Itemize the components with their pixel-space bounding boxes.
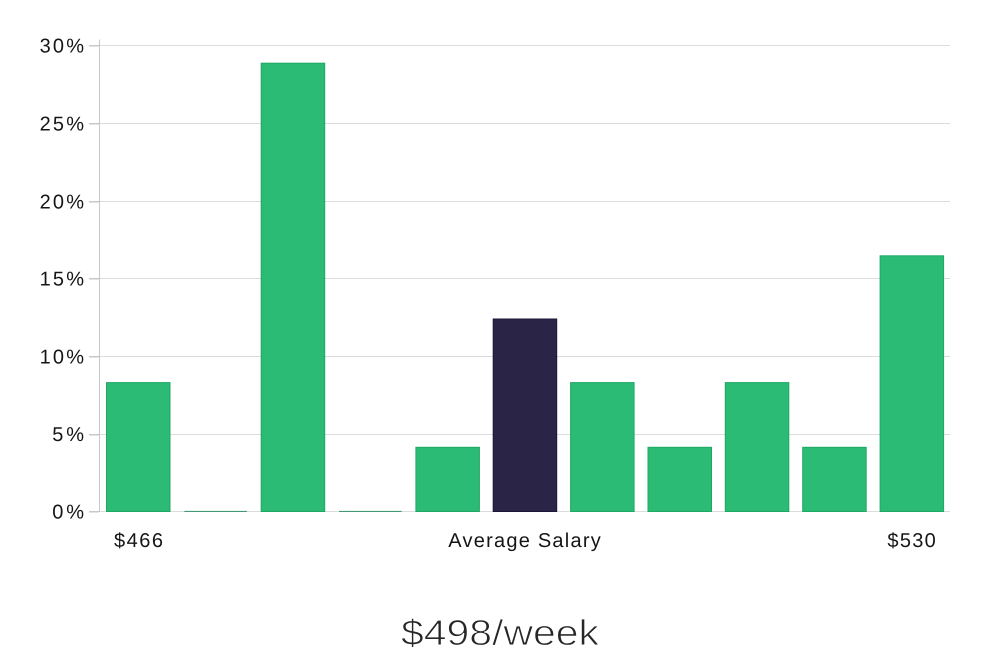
svg-text:Average Salary: Average Salary (448, 530, 601, 552)
svg-text:10%: 10% (40, 346, 85, 368)
svg-text:25%: 25% (40, 113, 85, 135)
svg-text:30%: 30% (40, 36, 85, 58)
svg-text:15%: 15% (40, 269, 85, 291)
svg-text:5%: 5% (52, 424, 84, 446)
svg-text:$466: $466 (114, 530, 163, 552)
svg-text:0%: 0% (52, 502, 84, 524)
svg-text:20%: 20% (40, 191, 85, 213)
svg-text:$530: $530 (887, 530, 935, 552)
svg-text:$498/week: $498/week (401, 612, 600, 653)
